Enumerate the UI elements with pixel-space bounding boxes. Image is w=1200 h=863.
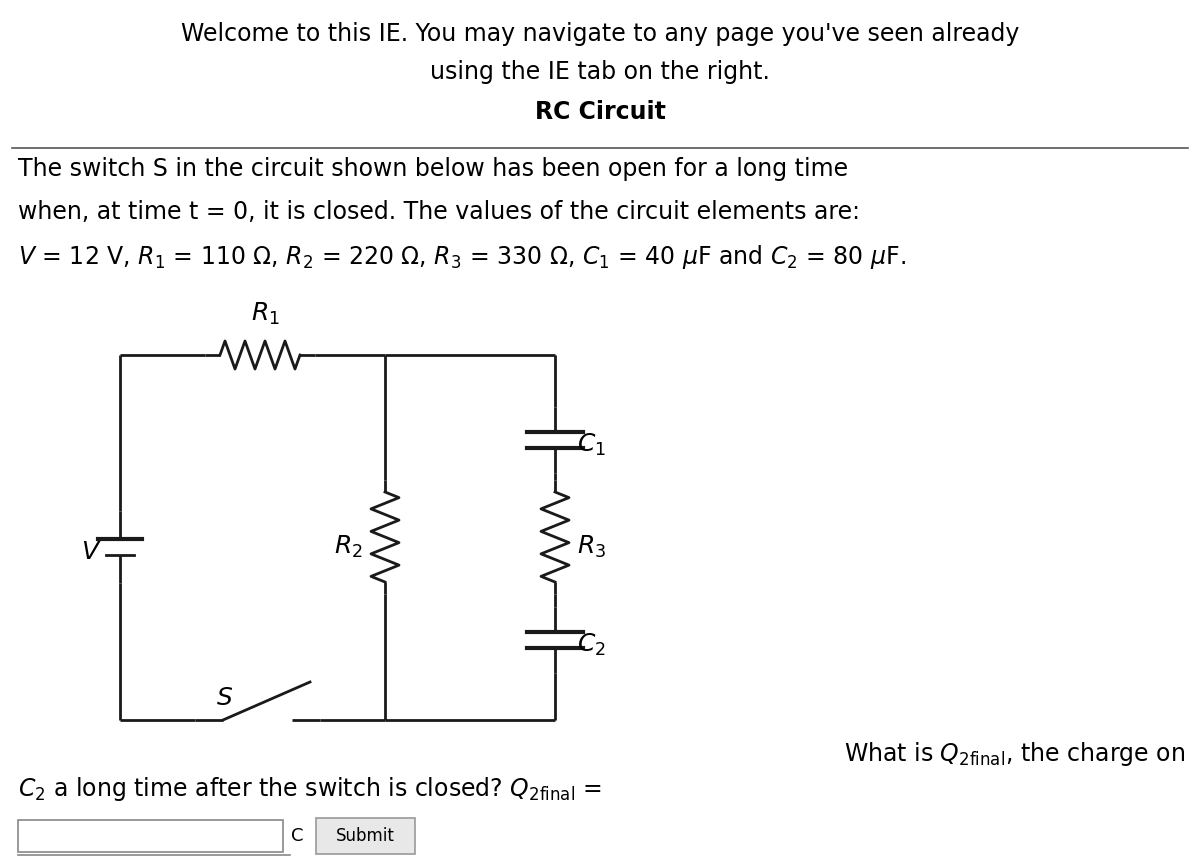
Text: Submit: Submit — [336, 827, 395, 845]
Text: $S$: $S$ — [216, 686, 234, 710]
Text: RC Circuit: RC Circuit — [534, 100, 666, 124]
Text: $C_2$: $C_2$ — [577, 632, 606, 658]
Text: $R_1$: $R_1$ — [251, 301, 280, 327]
Text: $R_3$: $R_3$ — [577, 534, 606, 560]
Text: $V$ = 12 V, $R_1$ = 110 $\Omega$, $R_2$ = 220 $\Omega$, $R_3$ = 330 $\Omega$, $C: $V$ = 12 V, $R_1$ = 110 $\Omega$, $R_2$ … — [18, 243, 906, 271]
Text: $C_1$: $C_1$ — [577, 432, 606, 458]
Text: The switch S in the circuit shown below has been open for a long time: The switch S in the circuit shown below … — [18, 157, 848, 181]
Text: What is $Q_{2\mathrm{final}}$, the charge on: What is $Q_{2\mathrm{final}}$, the charg… — [844, 740, 1186, 768]
Text: Welcome to this IE. You may navigate to any page you've seen already: Welcome to this IE. You may navigate to … — [181, 22, 1019, 46]
FancyBboxPatch shape — [316, 818, 415, 854]
FancyBboxPatch shape — [18, 820, 283, 852]
Text: using the IE tab on the right.: using the IE tab on the right. — [430, 60, 770, 84]
Text: $V$: $V$ — [82, 540, 102, 564]
Text: C: C — [292, 827, 304, 845]
Text: when, at time t = 0, it is closed. The values of the circuit elements are:: when, at time t = 0, it is closed. The v… — [18, 200, 860, 224]
Text: $R_2$: $R_2$ — [335, 534, 364, 560]
Text: $C_2$ a long time after the switch is closed? $Q_{2\mathrm{final}}$ =: $C_2$ a long time after the switch is cl… — [18, 775, 602, 803]
